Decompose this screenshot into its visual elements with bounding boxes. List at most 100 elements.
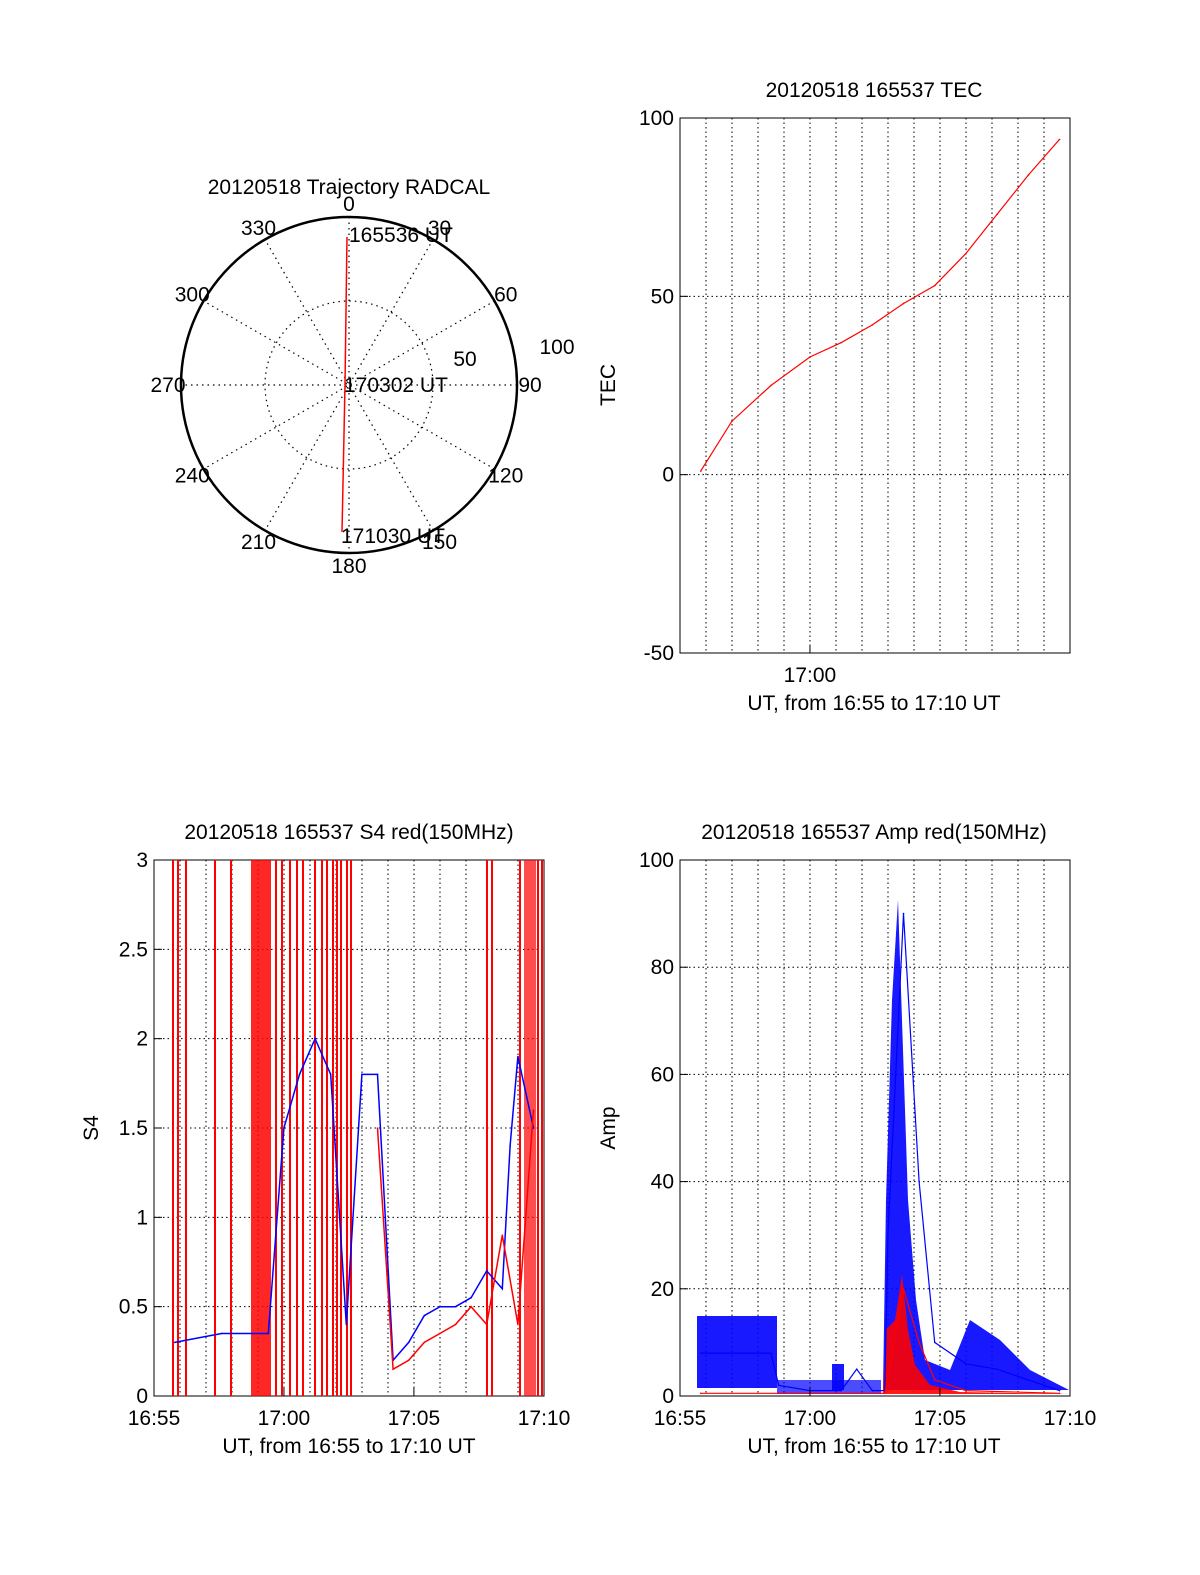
polar-angle-label: 240: [175, 465, 210, 488]
s4-point: [314, 1037, 316, 1040]
s4-y-ticks: 0 0.5 1 1.5 2 2.5 3: [119, 849, 162, 1408]
polar-spoke: [203, 300, 495, 470]
amp-point: [1058, 1392, 1061, 1395]
amp-x-tick-label: 17:00: [784, 1407, 837, 1430]
amp-red-peak: [883, 1275, 1069, 1394]
amp-point: [965, 1363, 967, 1365]
s4-y-tick-label: 3: [136, 849, 148, 872]
s4-point: [485, 1323, 488, 1326]
tec-point: [933, 284, 936, 287]
s4-point: [517, 1323, 519, 1326]
polar-angle-label: 60: [494, 284, 517, 307]
trajectory-track: [341, 236, 348, 533]
trajectory-panel: 20120518 Trajectory RADCAL 0 30 60 90 120 150…: [150, 176, 574, 578]
track-end-annotation: 171030 UT: [341, 525, 445, 548]
s4-point: [509, 1145, 511, 1147]
s4-x-tick-label: 17:05: [388, 1407, 441, 1430]
tec-title: 20120518 165537 TEC: [766, 79, 983, 102]
s4-point: [361, 1073, 363, 1076]
s4-point: [407, 1341, 410, 1344]
amp-point: [996, 1368, 998, 1370]
amp-y-tick-label: 60: [651, 1063, 674, 1086]
s4-point: [220, 1332, 223, 1335]
tec-y-tick-label: -50: [644, 642, 674, 665]
amp-series: [699, 912, 1061, 1395]
tec-y-tick-label: 100: [639, 107, 674, 130]
s4-point: [376, 1073, 379, 1076]
s4-y-tick-label: 0: [136, 1385, 148, 1408]
s4-y-axis-label: S4: [80, 1115, 103, 1141]
tec-point: [871, 324, 874, 326]
amp-point: [777, 1384, 780, 1387]
s4-point: [407, 1359, 410, 1362]
amp-y-tick-label: 100: [639, 849, 674, 872]
tec-grid: [680, 118, 1070, 653]
trajectory-title: 20120518 Trajectory RADCAL: [208, 176, 491, 199]
polar-spoke: [203, 300, 495, 470]
s4-series-line: [174, 1036, 535, 1363]
tec-point: [840, 341, 842, 344]
s4-point: [517, 1055, 519, 1058]
s4-point: [251, 1332, 254, 1335]
tec-point: [770, 384, 772, 387]
tec-series: [699, 138, 1061, 472]
amp-point: [965, 1389, 967, 1392]
tec-point: [1027, 174, 1030, 176]
s4-y-tick-label: 1.5: [119, 1117, 148, 1140]
amp-y-ticks: 0 20 40 60 80 100: [639, 849, 688, 1408]
amp-x-tick-label: 17:10: [1044, 1407, 1097, 1430]
amp-point: [884, 1392, 886, 1395]
polar-spokes: [181, 217, 517, 553]
polar-angle-label: 180: [331, 555, 366, 578]
amp-series-line: [700, 913, 1060, 1392]
s4-title: 20120518 165537 S4 red(150MHz): [184, 821, 513, 844]
amp-point: [1058, 1389, 1061, 1392]
tec-point: [996, 213, 998, 216]
tec-point: [902, 302, 905, 305]
s4-point: [501, 1288, 504, 1290]
amp-title: 20120518 165537 Amp red(150MHz): [701, 821, 1047, 844]
s4-point: [173, 1341, 176, 1344]
tec-y-tick-label: 50: [651, 285, 674, 308]
polar-angle-label: 150: [422, 531, 457, 554]
amp-frame: [679, 859, 1071, 1397]
tec-frame: [679, 117, 1071, 654]
s4-spike-band: [251, 860, 271, 1396]
amp-x-ticks: 16:55 17:00 17:05 17:10: [654, 1388, 1097, 1430]
tec-point: [699, 470, 702, 472]
s4-point: [329, 1073, 332, 1076]
amp-x-tick-label: 16:55: [654, 1407, 707, 1430]
track-mid-annotation: 170302 UT: [344, 374, 448, 397]
s4-point: [376, 1127, 379, 1129]
s4-point: [532, 1109, 535, 1111]
s4-x-tick-label: 17:00: [258, 1407, 311, 1430]
amp-blue-band: [832, 1364, 844, 1390]
s4-point: [532, 1127, 535, 1129]
tec-y-ticks: -50 0 50 100: [639, 107, 688, 665]
amp-point: [871, 1389, 874, 1392]
amp-point: [855, 1368, 858, 1370]
amp-point: [918, 1341, 920, 1344]
s4-x-ticks: 16:55 17:00 17:05 17:10: [128, 1388, 570, 1430]
amp-y-tick-label: 20: [651, 1278, 674, 1301]
s4-y-tick-label: 1: [136, 1206, 148, 1229]
tec-x-tick-label: 17:00: [784, 664, 837, 687]
polar-angle-label: 90: [518, 374, 541, 397]
amp-panel: 20120518 165537 Amp red(150MHz) 0 20 40 60 8…: [597, 821, 1096, 1458]
polar-angle-labels: 0 30 60 90 120 150 180 210 240 270 300 330: [150, 193, 541, 578]
amp-y-tick-label: 0: [662, 1385, 674, 1408]
s4-y-tick-label: 2: [136, 1028, 148, 1051]
amp-blue-peak: [883, 900, 1069, 1390]
s4-point: [267, 1332, 270, 1335]
amp-x-axis-label: UT, from 16:55 to 17:10 UT: [747, 1435, 1000, 1458]
s4-point: [501, 1234, 504, 1236]
s4-x-axis-label: UT, from 16:55 to 17:10 UT: [222, 1435, 475, 1458]
polar-angle-label: 120: [488, 465, 523, 488]
s4-point: [454, 1305, 457, 1308]
s4-x-tick-label: 16:55: [128, 1407, 181, 1430]
s4-series: [173, 1036, 535, 1371]
amp-point: [699, 1392, 702, 1395]
amp-y-axis-label: Amp: [597, 1106, 620, 1149]
s4-spike-band: [524, 860, 536, 1396]
